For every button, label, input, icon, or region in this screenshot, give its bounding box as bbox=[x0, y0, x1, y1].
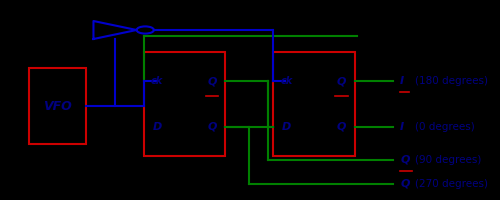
Bar bbox=[273, 52, 354, 156]
Text: (0 degrees): (0 degrees) bbox=[414, 122, 474, 132]
Text: I: I bbox=[400, 122, 404, 132]
Text: Q: Q bbox=[207, 122, 216, 132]
Text: Q: Q bbox=[400, 155, 409, 165]
Text: D: D bbox=[282, 122, 292, 132]
Text: Q: Q bbox=[207, 76, 216, 86]
Text: Q: Q bbox=[336, 122, 346, 132]
Text: I: I bbox=[400, 76, 404, 86]
Text: Q: Q bbox=[336, 76, 346, 86]
Bar bbox=[144, 52, 226, 156]
Text: ck: ck bbox=[280, 76, 293, 86]
Text: VFO: VFO bbox=[43, 99, 72, 112]
Bar bbox=[29, 68, 86, 144]
Text: (270 degrees): (270 degrees) bbox=[414, 179, 488, 189]
Text: ck: ck bbox=[151, 76, 164, 86]
Text: Q: Q bbox=[400, 179, 409, 189]
Text: (180 degrees): (180 degrees) bbox=[414, 76, 488, 86]
Text: D: D bbox=[152, 122, 162, 132]
Text: (90 degrees): (90 degrees) bbox=[414, 155, 481, 165]
